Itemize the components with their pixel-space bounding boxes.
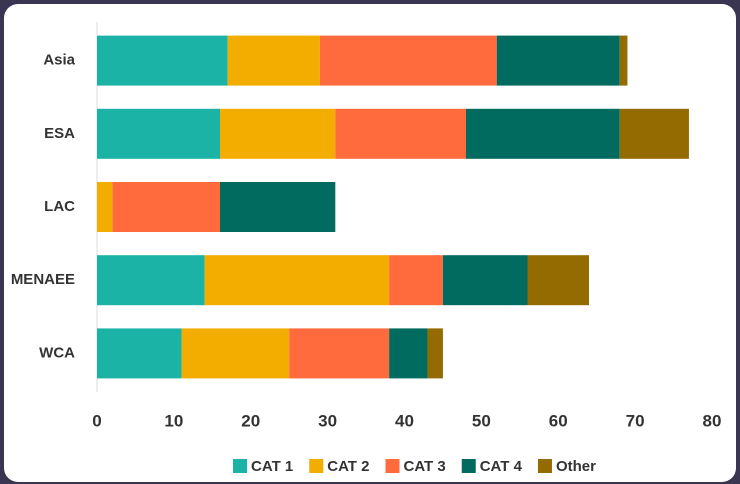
x-tick-label: 30 xyxy=(318,411,337,430)
legend-swatch xyxy=(233,459,248,473)
bar-segment xyxy=(97,328,182,379)
x-tick-label: 40 xyxy=(395,411,414,430)
bar-segment xyxy=(227,35,320,86)
bar-segment xyxy=(289,328,390,379)
legend-label: CAT 3 xyxy=(403,458,445,475)
bar-segment xyxy=(619,108,689,159)
x-tick-label: 50 xyxy=(472,411,491,430)
legend-label: CAT 4 xyxy=(480,458,523,475)
bar-segment xyxy=(442,255,528,306)
bar-segment xyxy=(97,255,205,306)
bar-segment xyxy=(97,182,113,232)
bar-segment xyxy=(181,328,290,379)
bar-segment xyxy=(389,328,428,379)
bar-segment xyxy=(220,108,336,159)
legend-label: CAT 2 xyxy=(327,458,369,475)
y-tick-label: WCA xyxy=(39,344,75,361)
x-tick-label: 0 xyxy=(92,411,101,430)
bar-segment xyxy=(112,182,220,232)
legend-label: CAT 1 xyxy=(251,458,293,475)
y-tick-label: LAC xyxy=(44,198,75,215)
y-tick-label: ESA xyxy=(44,125,75,142)
legend-swatch xyxy=(309,459,324,473)
bar-segment xyxy=(427,328,443,379)
x-tick-label: 80 xyxy=(703,411,722,430)
bar-segment xyxy=(97,108,220,159)
bar-segment xyxy=(204,255,390,306)
legend-swatch xyxy=(461,459,476,473)
y-tick-label: MENAEE xyxy=(11,271,75,288)
x-tick-label: 20 xyxy=(241,411,260,430)
bar-segment xyxy=(335,108,466,159)
bar-segment xyxy=(527,255,589,306)
bar-segment xyxy=(619,35,628,86)
bar-segment xyxy=(496,35,620,86)
legend-swatch xyxy=(537,459,552,473)
bar-segment xyxy=(389,255,443,306)
x-tick-label: 60 xyxy=(549,411,568,430)
bar-segment xyxy=(220,182,336,232)
bar-segment xyxy=(97,35,228,86)
legend-label: Other xyxy=(556,458,596,475)
x-tick-label: 10 xyxy=(164,411,183,430)
legend-swatch xyxy=(385,459,400,473)
y-tick-label: Asia xyxy=(43,52,75,69)
bar-segment xyxy=(466,108,620,159)
bar-segment xyxy=(319,35,497,86)
x-tick-label: 70 xyxy=(626,411,645,430)
